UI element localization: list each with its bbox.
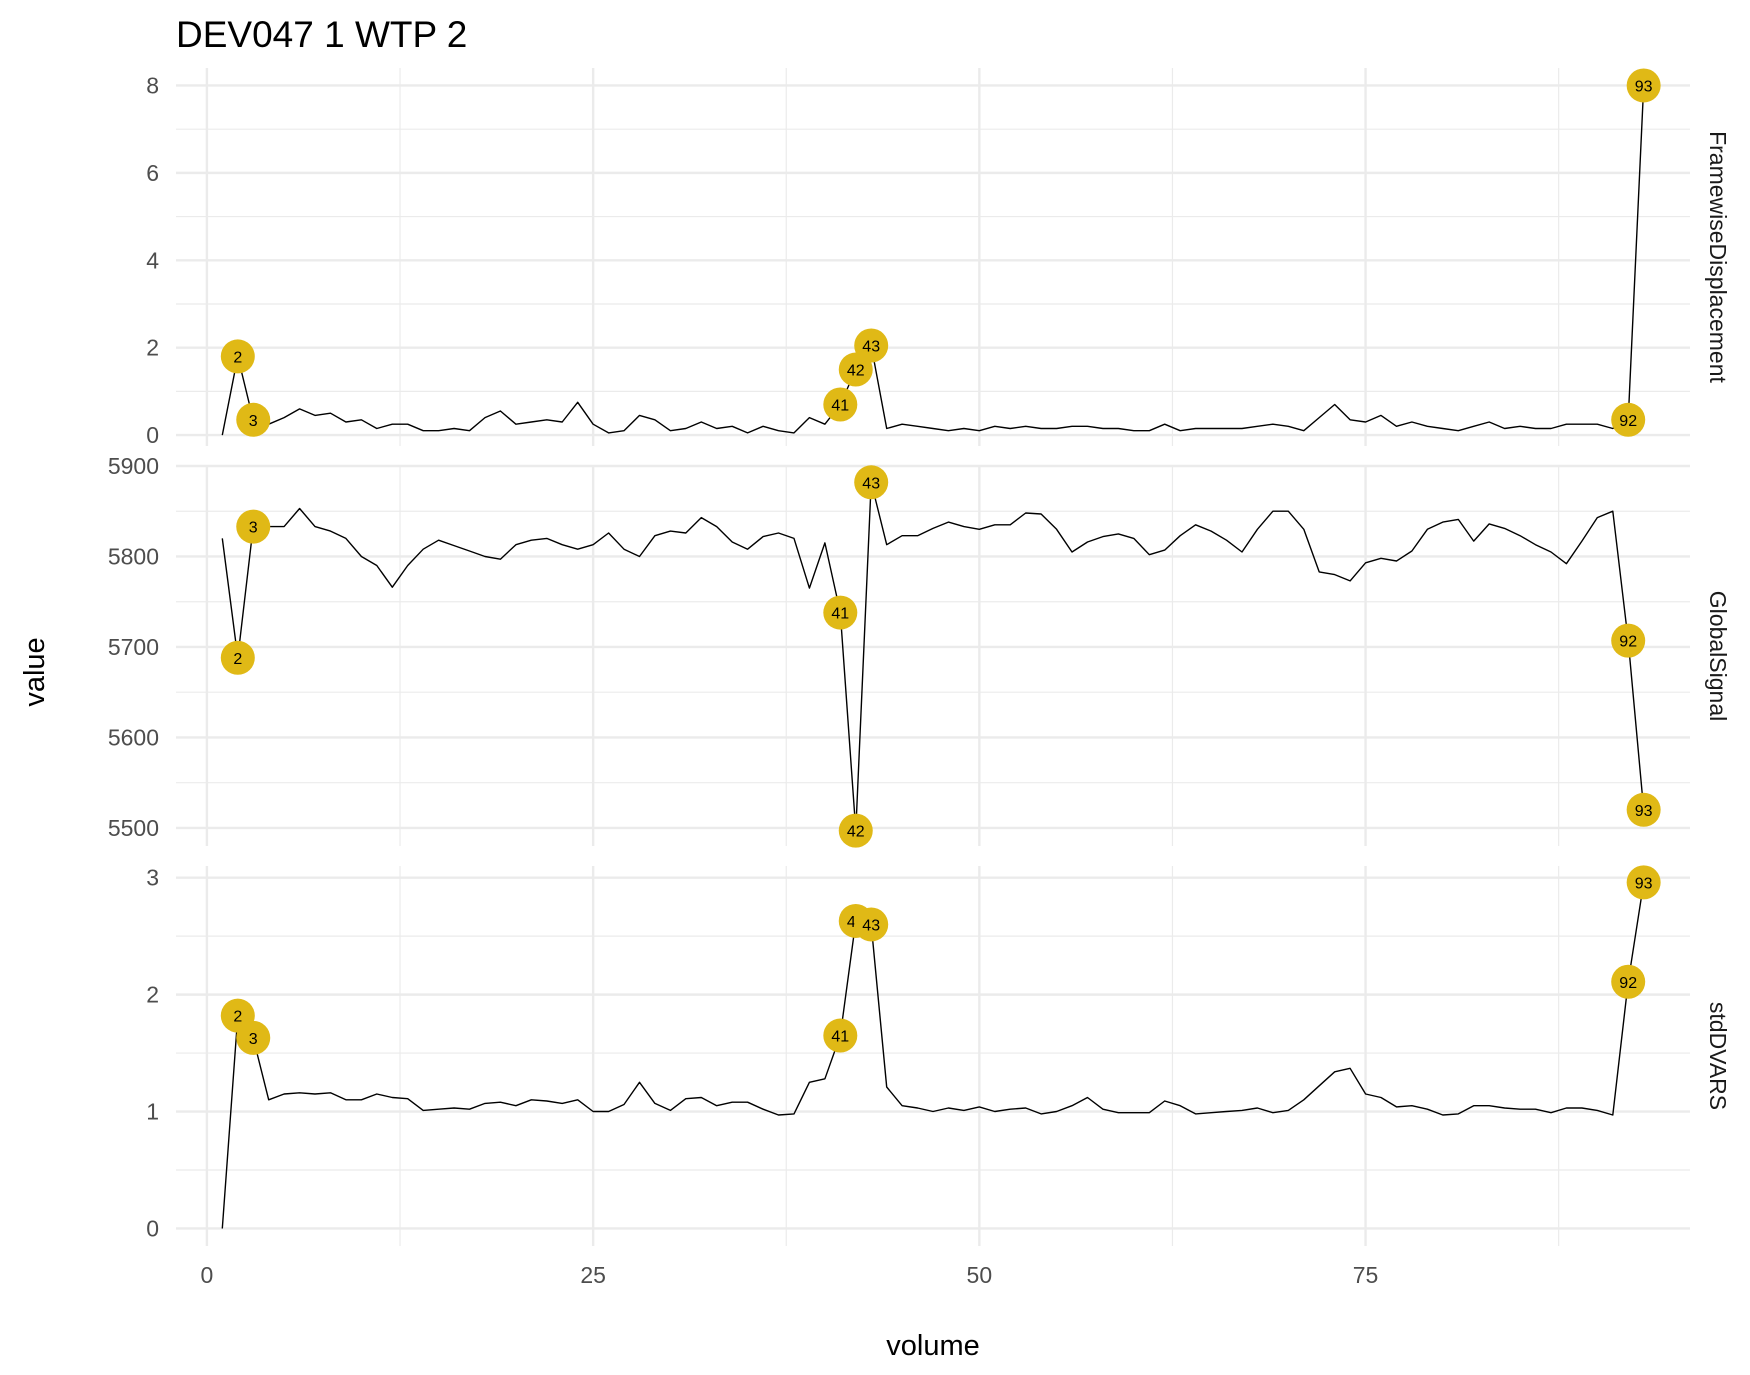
highlight-point: [1626, 865, 1661, 900]
highlight-point: [854, 328, 889, 363]
y-tick-label: 3: [146, 865, 159, 891]
highlight-point: [1611, 402, 1646, 437]
facet-strip-label: GlobalSignal: [1705, 591, 1731, 721]
x-tick-label: 0: [200, 1262, 213, 1288]
highlight-point-label: 93: [1635, 803, 1653, 820]
y-axis-title: value: [19, 637, 51, 706]
highlight-point: [236, 402, 271, 437]
panel-globalsignal: 5500 5600 5700 5800 5900 2 3 41 42 43 92 93 GlobalSi…: [108, 453, 1731, 848]
series-line-framewisedisplacement: [221, 85, 1645, 436]
highlight-point: [823, 387, 858, 422]
series-line-globalsignal: [221, 481, 1645, 832]
highlight-point: [220, 640, 255, 675]
highlight-point: [220, 339, 255, 374]
highlight-point-label: 93: [1635, 78, 1653, 95]
highlight-point: [236, 1020, 271, 1055]
highlight-point-label: 43: [862, 475, 880, 492]
highlight-point-label: 41: [831, 1029, 849, 1046]
highlight-point-label: 43: [862, 338, 880, 355]
x-tick-label: 50: [967, 1262, 993, 1288]
facet-strip-label: FramewiseDisplacement: [1705, 131, 1731, 383]
series-line-stddvars: [221, 882, 1645, 1229]
highlight-point-label: 93: [1635, 875, 1653, 892]
highlight-point: [823, 595, 858, 630]
y-tick-label: 5800: [108, 543, 159, 569]
highlight-point: [1611, 623, 1646, 658]
highlight-point: [838, 813, 873, 848]
y-tick-label: 4: [146, 247, 159, 273]
y-tick-label: 8: [146, 72, 159, 98]
highlight-point: [838, 352, 873, 387]
y-tick-label: 5600: [108, 724, 159, 750]
highlight-point-label: 92: [1619, 634, 1637, 651]
x-tick-label: 75: [1353, 1262, 1379, 1288]
highlight-point-label: 3: [249, 520, 258, 537]
highlight-point: [1611, 964, 1646, 999]
highlight-point: [823, 1018, 858, 1053]
y-tick-label: 6: [146, 160, 159, 186]
y-tick-label: 5900: [108, 453, 159, 479]
y-tick-label: 5500: [108, 815, 159, 841]
facet-strip-label: stdDVARS: [1705, 1002, 1731, 1110]
highlight-point-label: 41: [831, 606, 849, 623]
highlight-point-label: 42: [847, 363, 865, 380]
highlight-point-label: 2: [233, 349, 242, 366]
highlight-point-label: 43: [862, 917, 880, 934]
highlight-point: [1626, 68, 1661, 103]
x-tick-label: 25: [580, 1262, 606, 1288]
panel-framewisedisplacement: 0 2 4 6 8 2 3 41 42 43 92 93 FramewiseDisplacement: [146, 68, 1731, 448]
chart-title: DEV047 1 WTP 2: [176, 14, 467, 55]
panel-stddvars: 0123234142439293stdDVARS: [146, 865, 1731, 1246]
highlight-point-label: 41: [831, 397, 849, 414]
y-tick-label: 0: [146, 1215, 159, 1241]
panels: 0 25 50 7502468234142439293FramewiseDisplac…: [108, 68, 1731, 1288]
y-tick-label: 0: [146, 422, 159, 448]
highlight-point-label: 92: [1619, 413, 1637, 430]
highlight-point-label: 2: [233, 651, 242, 668]
highlight-point: [236, 509, 271, 544]
highlight-point: [1626, 792, 1661, 827]
y-tick-label: 2: [146, 982, 159, 1008]
y-tick-label: 5700: [108, 634, 159, 660]
highlight-point-label: 42: [847, 824, 865, 841]
highlight-point-label: 92: [1619, 975, 1637, 992]
x-axis-title: volume: [886, 1330, 980, 1362]
highlight-point: [854, 907, 889, 942]
y-tick-label: 1: [146, 1099, 159, 1125]
highlight-point: [854, 465, 889, 500]
highlight-point-label: 2: [233, 1009, 242, 1026]
y-tick-label: 2: [146, 335, 159, 361]
highlight-point-label: 3: [249, 1031, 258, 1048]
highlight-point-label: 3: [249, 413, 258, 430]
